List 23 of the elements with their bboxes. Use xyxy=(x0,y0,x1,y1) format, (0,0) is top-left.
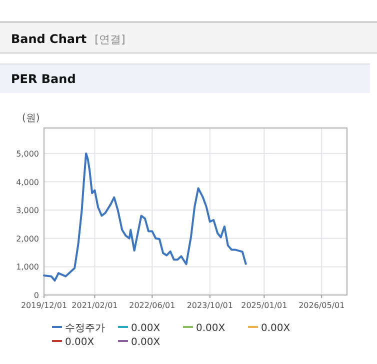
x-tick-label: 2026/05/01 xyxy=(298,301,345,310)
legend-label: 0.00X xyxy=(65,337,94,348)
x-tick-label: 2025/01/01 xyxy=(241,301,288,310)
y-axis-title: (원) xyxy=(22,113,40,124)
legend-label: 0.00X xyxy=(131,323,160,334)
text: PER Band xyxy=(11,72,76,86)
chart-title: Band Chart xyxy=(11,32,87,46)
x-tick-label: 2021/02/01 xyxy=(72,301,118,310)
y-tick-label: 0 xyxy=(34,291,39,300)
y-tick-label: 2,000 xyxy=(16,234,39,244)
legend-label: 수정주가 xyxy=(65,323,105,334)
legend-label: 0.00X xyxy=(196,323,226,334)
y-tick-label: 1,000 xyxy=(16,262,39,272)
chart-subtitle: [연결] xyxy=(94,33,126,46)
y-tick-label: 3,000 xyxy=(16,206,39,216)
x-tick-label: 2022/06/01 xyxy=(129,301,176,310)
x-tick-label: 2023/10/01 xyxy=(186,301,233,310)
y-tick-label: 5,000 xyxy=(16,149,39,158)
legend-label: 0.00X xyxy=(261,323,290,334)
y-tick-label: 4,000 xyxy=(16,178,39,187)
legend-label: 0.00X xyxy=(131,337,160,348)
line-series xyxy=(43,152,247,282)
x-tick-label: 2019/12/01 xyxy=(20,301,68,310)
